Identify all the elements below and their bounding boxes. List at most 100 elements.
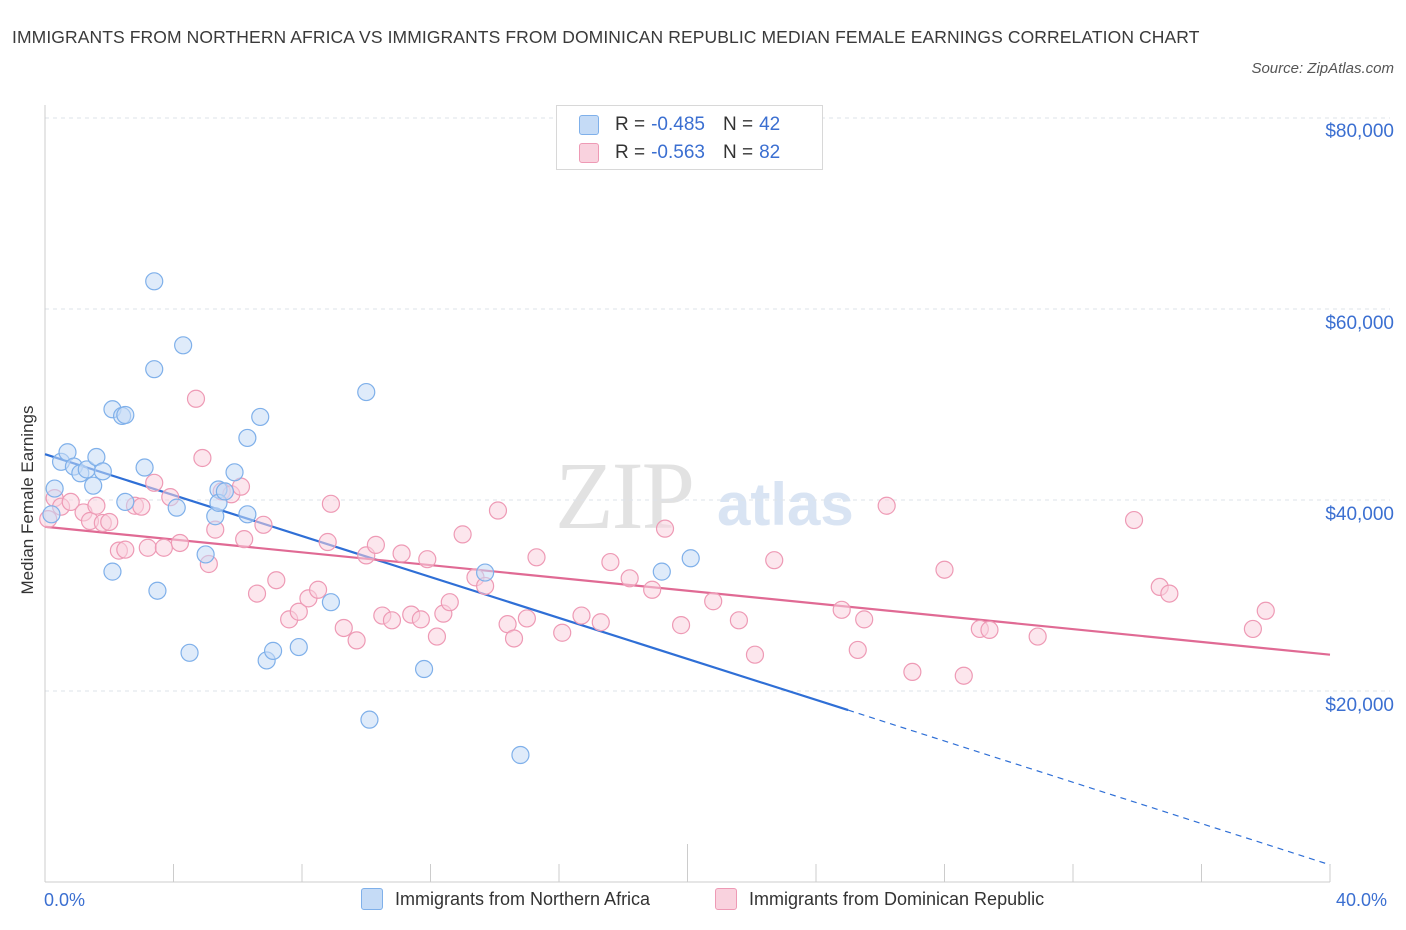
series-label: Immigrants from Northern Africa (395, 888, 651, 909)
data-points (39, 272, 1275, 765)
data-point (289, 637, 308, 657)
data-point (174, 336, 193, 355)
data-point (427, 627, 447, 646)
data-point (145, 360, 164, 379)
data-point (254, 515, 273, 534)
trend-line-extension (847, 709, 1331, 866)
data-point (643, 580, 662, 599)
data-point (935, 560, 954, 579)
watermark-atlas: atlas (717, 471, 854, 538)
data-point (167, 498, 186, 517)
axes (44, 105, 1331, 883)
data-point (45, 479, 64, 498)
data-point (504, 629, 524, 648)
series-legend-dominican-republic[interactable]: Immigrants from Dominican Republic (715, 888, 1044, 910)
data-point (488, 501, 508, 520)
data-point (42, 505, 61, 524)
legend-r-value: -0.563 (651, 142, 705, 163)
data-point (263, 641, 283, 660)
data-point (289, 602, 308, 621)
data-point (671, 616, 691, 635)
data-point (1124, 510, 1144, 530)
legend-r-label: R = (615, 142, 646, 163)
data-point (235, 530, 254, 549)
series-legend-northern-africa[interactable]: Immigrants from Northern Africa (361, 888, 650, 910)
data-point (572, 606, 591, 625)
data-point (418, 550, 437, 569)
data-point (238, 428, 257, 448)
data-point (196, 545, 215, 564)
data-point (366, 535, 385, 554)
series-label: Immigrants from Dominican Republic (749, 888, 1045, 909)
legend-swatch-blue (361, 888, 383, 910)
data-point (135, 458, 154, 477)
y-tick-label: $80,000 (1325, 121, 1394, 142)
data-point (681, 549, 700, 568)
data-point (954, 666, 973, 685)
data-point (267, 571, 286, 590)
legend-n-label: N = (722, 114, 754, 135)
data-point (247, 584, 267, 603)
data-point (132, 497, 151, 516)
data-point (251, 407, 270, 427)
data-point (84, 476, 103, 495)
data-point (116, 492, 135, 512)
data-point (1256, 601, 1275, 620)
data-point (601, 552, 620, 572)
data-point (382, 611, 402, 630)
data-point (655, 519, 675, 538)
legend-swatch-pink (579, 143, 599, 163)
data-point (1028, 627, 1047, 646)
data-point (745, 645, 765, 664)
data-point (476, 563, 495, 582)
data-point (145, 272, 164, 291)
data-point (308, 580, 328, 599)
data-point (93, 462, 112, 481)
data-point (61, 492, 80, 512)
data-point (357, 382, 376, 402)
data-point (318, 532, 337, 552)
legend-n-value: 82 (759, 142, 781, 163)
data-point (186, 389, 206, 408)
trend-line (44, 525, 1331, 656)
data-point (87, 496, 106, 515)
data-point (392, 544, 411, 563)
data-point (170, 533, 190, 553)
data-point (729, 611, 749, 630)
data-point (321, 593, 341, 612)
data-point (903, 662, 922, 682)
data-point (527, 548, 546, 567)
data-point (620, 569, 639, 588)
legend-swatch-pink (715, 888, 737, 910)
data-point (411, 610, 430, 629)
x-axis-min-label: 0.0% (44, 890, 86, 910)
data-point (116, 405, 135, 425)
data-point (765, 551, 784, 570)
source-label: Source: ZipAtlas.com (1251, 60, 1394, 77)
data-point (652, 562, 671, 581)
data-point (145, 473, 164, 492)
data-point (704, 592, 723, 611)
x-axis-max-label: 40.0% (1336, 890, 1388, 910)
data-point (440, 593, 459, 612)
data-point (832, 600, 851, 619)
data-point (511, 745, 530, 765)
data-point (848, 640, 867, 660)
data-point (414, 659, 434, 679)
series-legend: Immigrants from Northern Africa Immigran… (0, 888, 1406, 916)
y-tick-label: $60,000 (1325, 313, 1394, 334)
data-point (215, 482, 234, 501)
data-point (321, 494, 341, 513)
data-point (453, 525, 472, 544)
data-point (154, 538, 173, 557)
legend-r-value: -0.485 (651, 114, 705, 135)
data-point (347, 631, 366, 650)
data-point (193, 448, 212, 468)
data-point (148, 581, 167, 600)
data-point (877, 496, 896, 515)
data-point (517, 609, 536, 628)
y-tick-label: $40,000 (1325, 504, 1394, 525)
chart-title: IMMIGRANTS FROM NORTHERN AFRICA VS IMMIG… (12, 27, 1200, 47)
data-point (591, 613, 610, 632)
